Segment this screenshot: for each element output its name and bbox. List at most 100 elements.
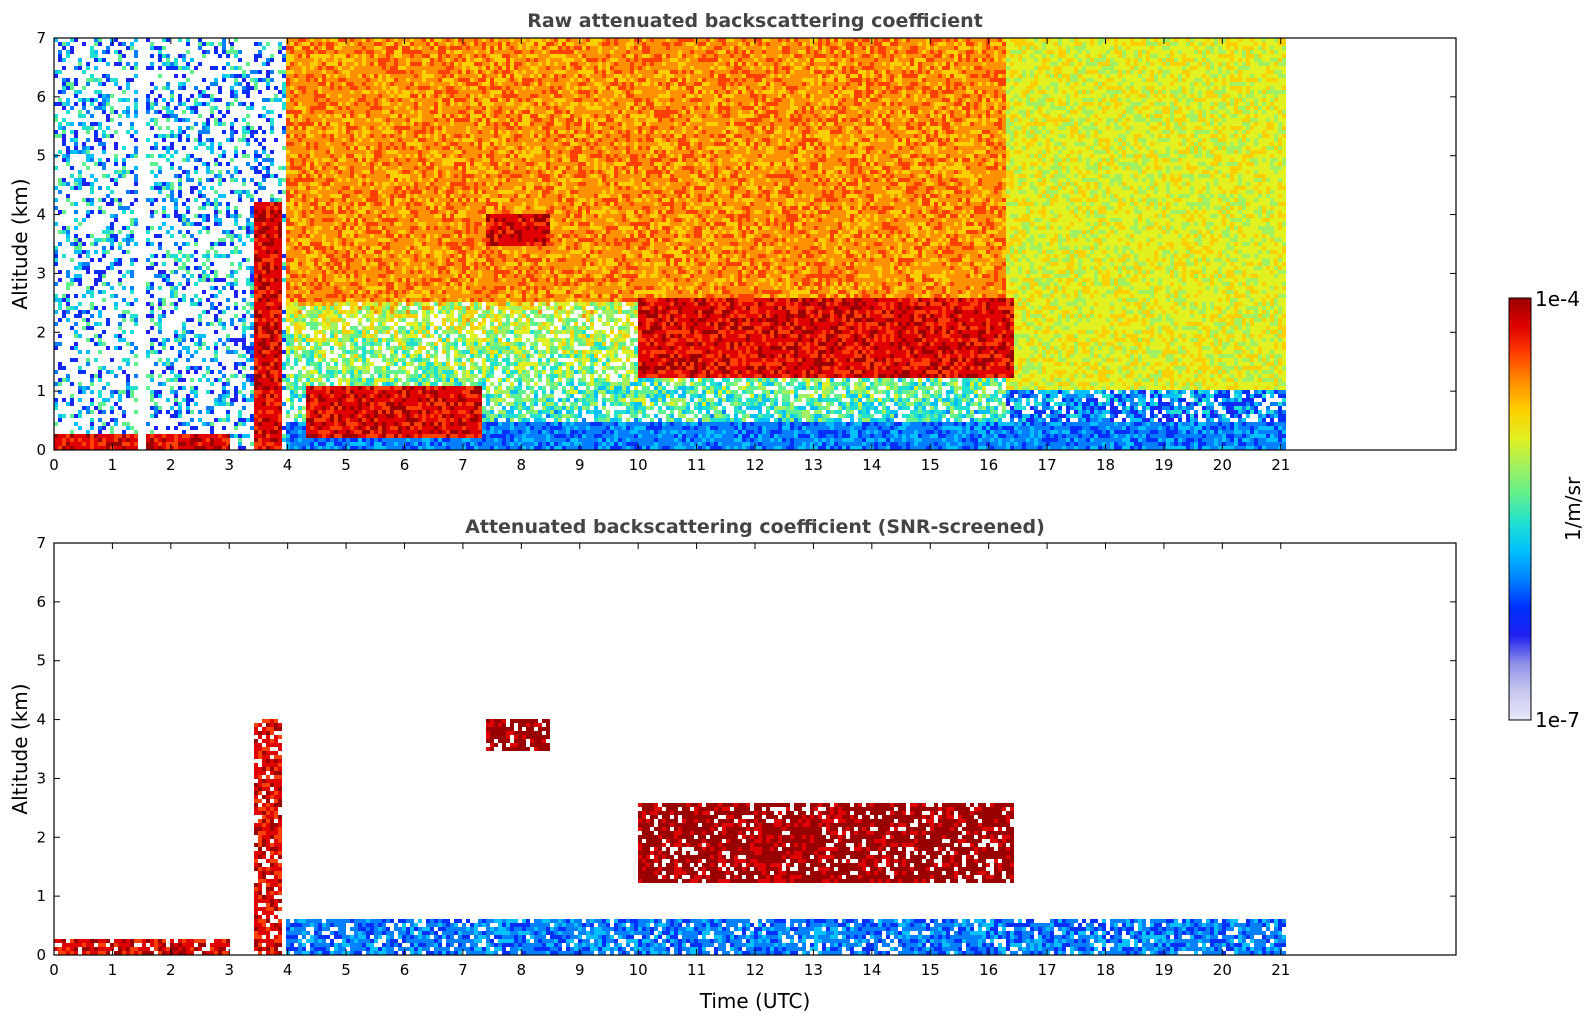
heatmap-cell: [290, 346, 294, 350]
heatmap-cell: [346, 258, 350, 262]
heatmap-cell: [90, 418, 94, 422]
heatmap-cell: [374, 130, 378, 134]
heatmap-cell: [254, 238, 258, 242]
heatmap-cell: [238, 434, 242, 438]
heatmap-cell: [238, 194, 242, 198]
heatmap-cell: [314, 202, 318, 206]
heatmap-cell: [270, 266, 274, 270]
heatmap-cell: [354, 294, 358, 298]
heatmap-cell: [82, 370, 86, 374]
heatmap-cell: [358, 322, 362, 326]
heatmap-cell: [350, 270, 354, 274]
heatmap-cell: [326, 150, 330, 154]
heatmap-cell: [370, 190, 374, 194]
heatmap-cell: [362, 94, 366, 98]
heatmap-cell: [186, 78, 190, 82]
heatmap-cell: [62, 66, 66, 70]
heatmap-cell: [262, 306, 266, 310]
heatmap-cell: [338, 118, 342, 122]
heatmap-cell: [90, 78, 94, 82]
heatmap-cell: [258, 262, 262, 266]
heatmap-cell: [278, 338, 282, 342]
heatmap-cell: [242, 130, 246, 134]
heatmap-cell: [342, 90, 346, 94]
heatmap-cell: [290, 190, 294, 194]
heatmap-cell: [230, 42, 234, 46]
heatmap-cell: [110, 234, 114, 238]
heatmap-cell: [274, 238, 278, 242]
heatmap-cell: [290, 262, 294, 266]
heatmap-cell: [298, 334, 302, 338]
heatmap-cell: [270, 242, 274, 246]
heatmap-cell: [386, 122, 390, 126]
heatmap-cell: [202, 290, 206, 294]
heatmap-cell: [226, 110, 230, 114]
heatmap-cell: [294, 422, 298, 426]
heatmap-cell: [214, 78, 218, 82]
heatmap-cell: [114, 198, 118, 202]
heatmap-cell: [90, 154, 94, 158]
heatmap-cell: [242, 406, 246, 410]
heatmap-cell: [86, 262, 90, 266]
heatmap-cell: [226, 334, 230, 338]
heatmap-cell: [78, 350, 82, 354]
heatmap-cell: [350, 190, 354, 194]
heatmap-cell: [66, 294, 70, 298]
heatmap-cell: [382, 158, 386, 162]
heatmap-cell: [210, 422, 214, 426]
heatmap-cell: [386, 110, 390, 114]
heatmap-cell: [206, 226, 210, 230]
heatmap-cell: [202, 50, 206, 54]
heatmap-cell: [186, 118, 190, 122]
heatmap-cell: [286, 354, 290, 358]
heatmap-cell: [158, 298, 162, 302]
heatmap-cell: [294, 50, 298, 54]
heatmap-cell: [170, 434, 174, 438]
heatmap-cell: [338, 46, 342, 50]
heatmap-cell: [302, 246, 306, 250]
heatmap-cell: [202, 126, 206, 130]
heatmap-cell: [170, 66, 174, 70]
heatmap-cell: [114, 238, 118, 242]
heatmap-cell: [370, 50, 374, 54]
heatmap-cell: [106, 74, 110, 78]
heatmap-cell: [350, 170, 354, 174]
heatmap-cell: [314, 158, 318, 162]
heatmap-cell: [346, 298, 350, 302]
heatmap-cell: [286, 62, 290, 66]
heatmap-cell: [306, 266, 310, 270]
heatmap-cell: [238, 214, 242, 218]
heatmap-cell: [198, 178, 202, 182]
heatmap-cell: [222, 390, 226, 394]
heatmap-cell: [302, 434, 306, 438]
heatmap-cell: [162, 182, 166, 186]
heatmap-cell: [226, 54, 230, 58]
heatmap-cell: [342, 150, 346, 154]
heatmap-cell: [326, 342, 330, 346]
heatmap-cell: [370, 158, 374, 162]
heatmap-cell: [114, 234, 118, 238]
heatmap-cell: [358, 126, 362, 130]
heatmap-cell: [326, 210, 330, 214]
heatmap-cell: [310, 202, 314, 206]
heatmap-cell: [162, 214, 166, 218]
heatmap-cell: [378, 370, 382, 374]
heatmap-cell: [386, 302, 390, 306]
heatmap-cell: [130, 314, 134, 318]
heatmap-cell: [174, 206, 178, 210]
heatmap-cell: [154, 134, 158, 138]
heatmap-cell: [62, 366, 66, 370]
heatmap-cell: [178, 334, 182, 338]
heatmap-cell: [294, 442, 298, 446]
heatmap-cell: [178, 214, 182, 218]
heatmap-cell: [82, 150, 86, 154]
heatmap-cell: [278, 434, 282, 438]
heatmap-cell: [322, 394, 326, 398]
heatmap-cell: [326, 298, 330, 302]
heatmap-cell: [346, 202, 350, 206]
heatmap-cell: [298, 202, 302, 206]
heatmap-cell: [154, 322, 158, 326]
heatmap-cell: [214, 438, 218, 442]
heatmap-cell: [82, 122, 86, 126]
heatmap-cell: [326, 90, 330, 94]
